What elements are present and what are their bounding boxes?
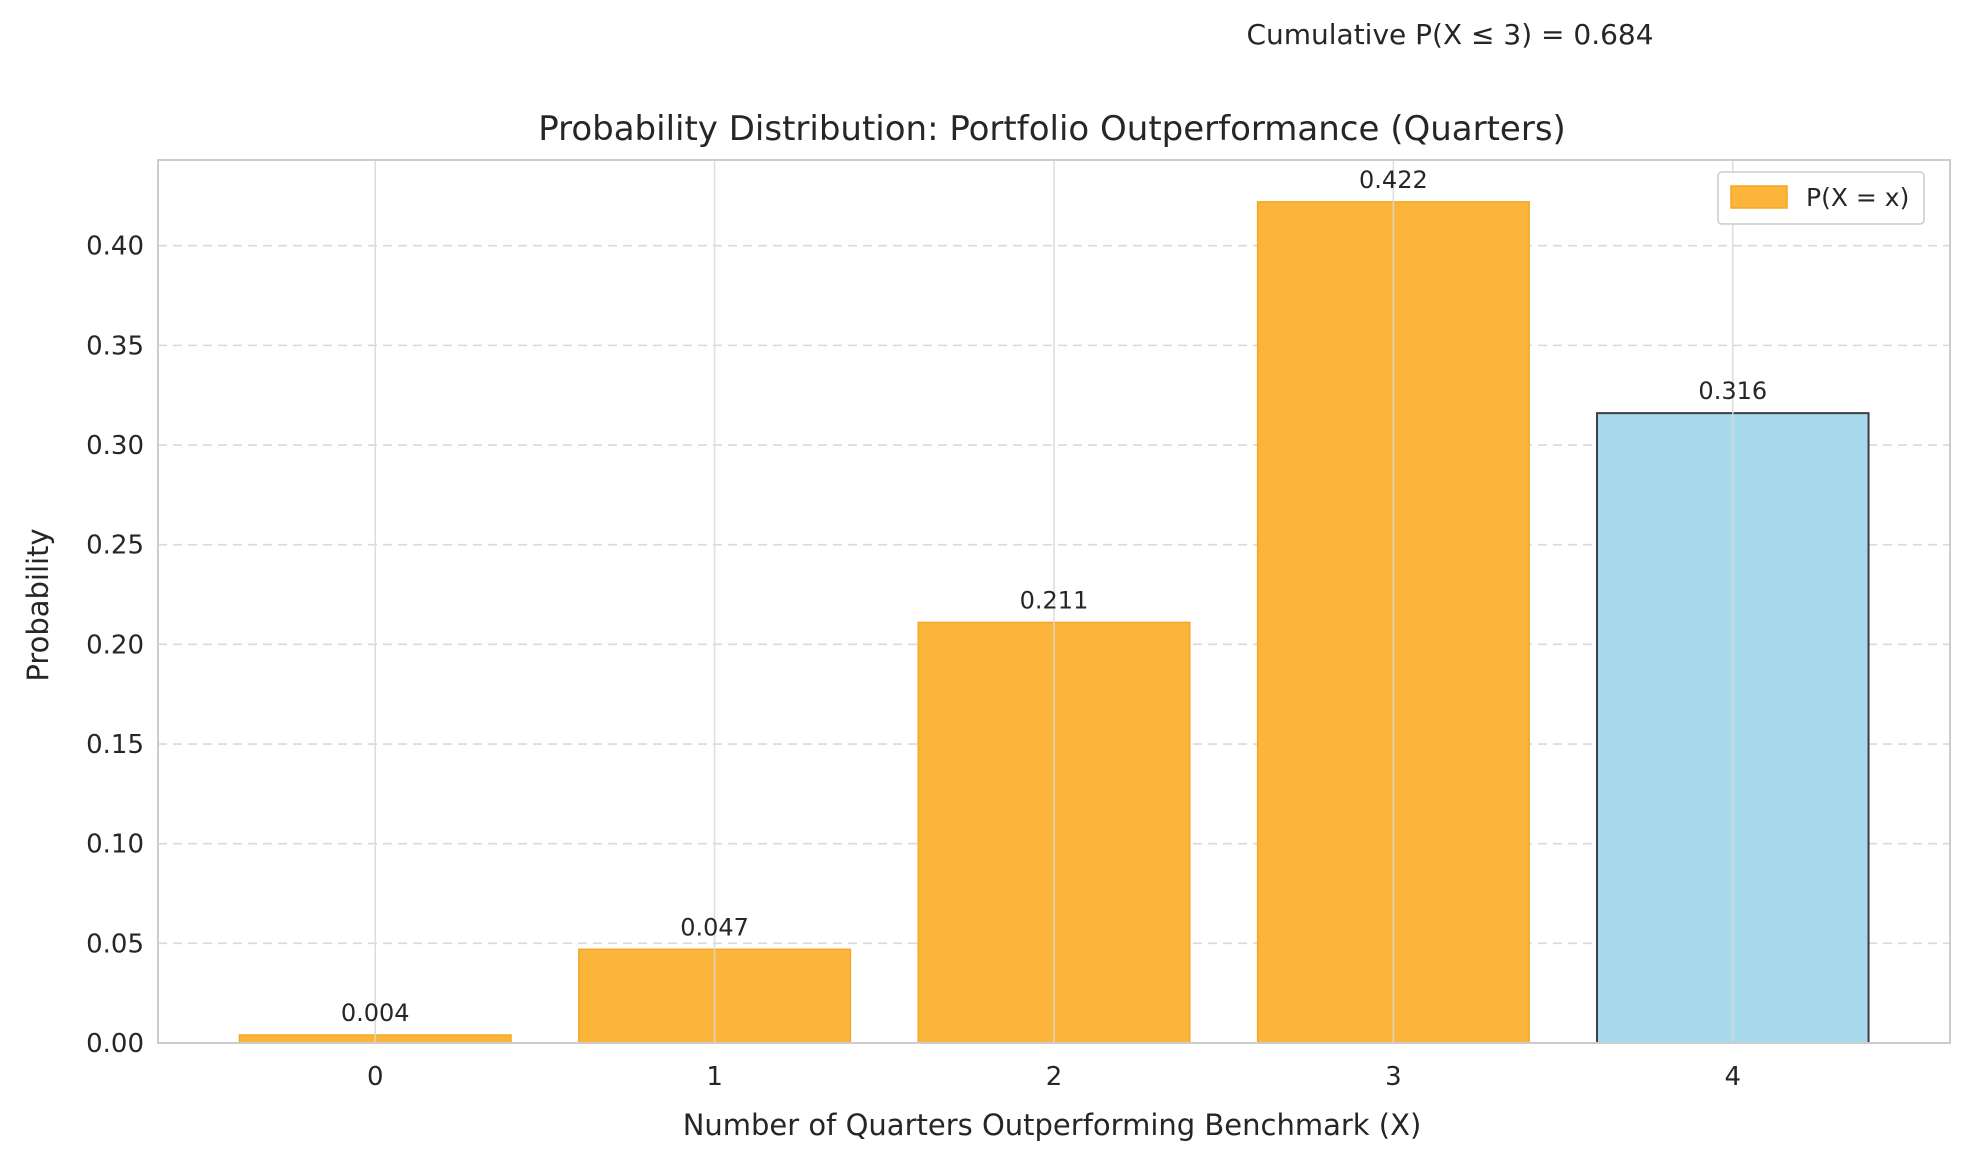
bars (238, 160, 1870, 1044)
y-tick-label: 0.05 (86, 929, 144, 959)
x-tick-label: 0 (367, 1062, 384, 1092)
value-labels: 0.004 0.047 0.211 0.422 0.316 (341, 166, 1767, 1027)
y-tick-label: 0.30 (86, 431, 144, 461)
legend-frame (1717, 171, 1925, 225)
value-label: 0.047 (680, 913, 749, 941)
cumulative-annotation: Cumulative P(X ≤ 3) = 0.684 (1246, 18, 1653, 51)
x-tick-label: 3 (1385, 1062, 1402, 1092)
x-axis-label: Number of Quarters Outperforming Benchma… (683, 1108, 1422, 1142)
tick-labels: 0.00 0.05 0.10 0.15 0.20 0.25 0.30 0.35 0.40 0 1 2 3… (86, 232, 1741, 1092)
legend-label: P(X = x) (1806, 183, 1909, 212)
y-tick-label: 0.35 (86, 331, 144, 361)
y-tick-label: 0.15 (86, 730, 144, 760)
y-tick-label: 0.00 (86, 1029, 144, 1059)
x-tick-label: 1 (706, 1062, 723, 1092)
x-tick-label: 2 (1046, 1062, 1063, 1092)
legend-swatch (1730, 185, 1788, 209)
y-tick-label: 0.25 (86, 531, 144, 561)
legend: P(X = x) (1717, 171, 1925, 225)
chart-title: Probability Distribution: Portfolio Outp… (538, 109, 1566, 149)
x-tick-label: 4 (1725, 1062, 1742, 1092)
value-label: 0.316 (1698, 377, 1767, 405)
y-tick-label: 0.10 (86, 830, 144, 860)
value-label: 0.422 (1359, 166, 1428, 194)
y-axis-label: Probability (21, 528, 55, 681)
plot-frame (157, 159, 1951, 1044)
y-tick-label: 0.40 (86, 232, 144, 262)
value-label: 0.004 (341, 999, 410, 1027)
value-label: 0.211 (1020, 586, 1089, 614)
y-tick-label: 0.20 (86, 630, 144, 660)
